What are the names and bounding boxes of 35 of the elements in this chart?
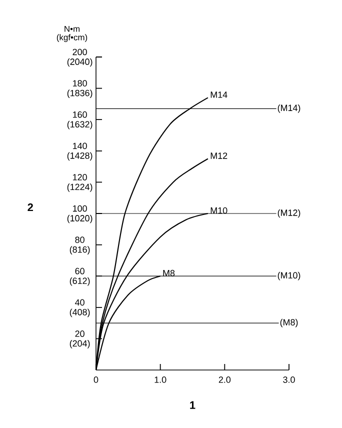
y2-tick-label: (1428) <box>67 152 92 161</box>
y-tick-label: 40 <box>75 299 84 306</box>
text: N•m (kgf•cm) <box>56 26 88 42</box>
y2-axis-title: 2 <box>28 203 33 212</box>
series-label: M10 <box>210 207 228 214</box>
ref-line-label: (M12) <box>278 209 300 218</box>
y-tick-label: 120 <box>73 174 87 180</box>
y2-tick-label: (1020) <box>67 214 92 224</box>
y2-tick-label: (612) <box>70 277 90 286</box>
y-tick-label: 200 <box>72 48 87 56</box>
y2-tick-label: (1224) <box>67 184 92 192</box>
y2-tick-label: (408) <box>70 308 90 318</box>
ref-line-label: (M8) <box>280 318 298 328</box>
y2-tick-label: (2040) <box>67 58 92 67</box>
series-label: M14 <box>210 92 228 98</box>
y-tick-label: 100 <box>73 205 87 212</box>
y2-tick-label: (816) <box>70 246 90 254</box>
x-tick-label: 2.0 <box>218 376 231 383</box>
y2-tick-label: (204) <box>70 340 90 348</box>
y-tick-label: 180 <box>73 80 87 86</box>
x-tick-label: 3.0 <box>283 376 295 383</box>
series-label: M12 <box>210 152 228 159</box>
y2-tick-label: (1632) <box>67 120 92 130</box>
ref-line-label: (M10) <box>278 272 300 280</box>
y-tick-label: 60 <box>75 268 84 274</box>
y-tick-label: 80 <box>75 236 84 243</box>
y2-tick-label: (1836) <box>67 90 92 98</box>
x-tick-label: 0 <box>94 376 98 383</box>
x-tick-label: 1.0 <box>154 376 166 383</box>
series-label: M8 <box>163 270 175 276</box>
x-axis-title: 1 <box>190 401 196 409</box>
y-tick-label: 20 <box>75 330 84 337</box>
y-tick-label: 160 <box>73 111 87 118</box>
ref-line-label: (M14) <box>278 104 300 113</box>
y-tick-label: 140 <box>73 142 87 150</box>
